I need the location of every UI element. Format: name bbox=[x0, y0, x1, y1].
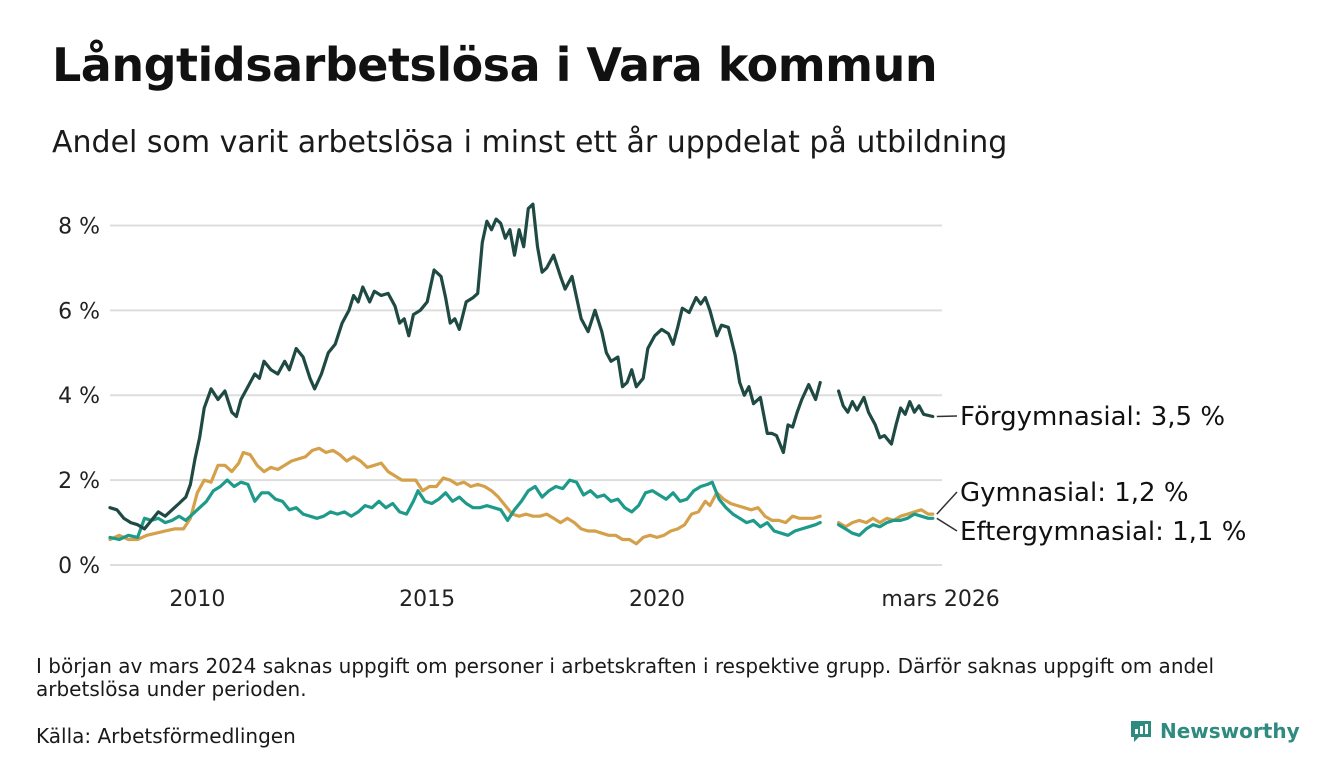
y-tick-label: 2 % bbox=[58, 469, 100, 494]
chart-subtitle: Andel som varit arbetslösa i minst ett å… bbox=[52, 125, 1008, 160]
brand-logo: Newsworthy bbox=[1128, 718, 1300, 744]
series-line-förgymnasial bbox=[837, 389, 935, 446]
x-tick-label: 2010 bbox=[169, 587, 225, 612]
y-tick-label: 0 % bbox=[58, 554, 100, 579]
leader-line bbox=[936, 491, 958, 515]
x-tick-label: 2020 bbox=[629, 587, 685, 612]
y-tick-label: 8 % bbox=[58, 214, 100, 239]
chart-title: Långtidsarbetslösa i Vara kommun bbox=[52, 38, 938, 92]
leader-line bbox=[936, 517, 958, 532]
x-tick-label: mars 2026 bbox=[881, 587, 999, 612]
series-line-eftergymnasial bbox=[837, 512, 935, 537]
x-tick-label: 2015 bbox=[399, 587, 455, 612]
brand-name: Newsworthy bbox=[1160, 719, 1300, 743]
x-axis: 2010 2015 2020 mars 2026 bbox=[169, 587, 999, 612]
y-tick-label: 4 % bbox=[58, 384, 100, 409]
series-line-gymnasial bbox=[108, 446, 822, 546]
line-chart: 0 % 2 % 4 % 6 % 8 % 2010 2015 2020 mars 2026 Fö… bbox=[58, 202, 1246, 612]
footnote: I början av mars 2024 saknas uppgift om … bbox=[36, 654, 1215, 701]
series-line-förgymnasial bbox=[108, 202, 822, 531]
series-label-gymnasial: Gymnasial: 1,2 % bbox=[960, 478, 1189, 508]
series-label-eftergymnasial: Eftergymnasial: 1,1 % bbox=[960, 517, 1246, 547]
source-text: Källa: Arbetsförmedlingen bbox=[36, 724, 296, 748]
y-axis: 0 % 2 % 4 % 6 % 8 % bbox=[58, 214, 100, 579]
series-line-gymnasial bbox=[837, 508, 935, 529]
newsworthy-logo-icon bbox=[1131, 721, 1151, 742]
series-line-eftergymnasial bbox=[108, 478, 822, 542]
series-label-förgymnasial: Förgymnasial: 3,5 % bbox=[960, 402, 1225, 432]
legend-labels: Förgymnasial: 3,5 % Gymnasial: 1,2 % Efter… bbox=[936, 402, 1246, 547]
series-lines bbox=[108, 202, 935, 546]
y-tick-label: 6 % bbox=[58, 299, 100, 324]
